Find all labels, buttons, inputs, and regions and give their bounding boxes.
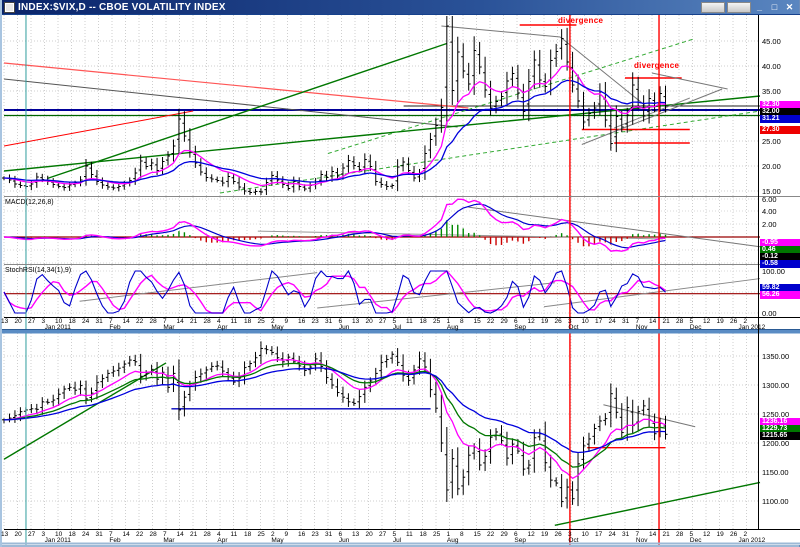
titlebar-mini-button-1[interactable] — [701, 1, 725, 13]
vix-ma-9 — [3, 65, 666, 187]
vix-trendline — [46, 42, 448, 180]
pane-splitter-band — [2, 330, 800, 334]
chart-window-icon — [4, 1, 15, 13]
macd-line — [3, 198, 666, 252]
window-title: INDEX:$VIX,D -- CBOE VOLATILITY INDEX — [18, 1, 226, 13]
spx-ma-28 — [3, 367, 666, 454]
close-icon[interactable]: ✕ — [785, 2, 794, 12]
stochrsi-k-line — [3, 269, 666, 314]
macd-trendline — [468, 206, 761, 248]
spx-ma-9 — [3, 358, 666, 480]
vix-trendline — [651, 72, 728, 90]
vix-trendline — [3, 95, 761, 172]
vix-trendline — [559, 36, 653, 112]
vix-trendline — [3, 62, 469, 109]
vix-trendline — [581, 88, 723, 145]
spx-trendline — [554, 481, 761, 527]
chart-area[interactable]: MACD(12,26,8) StochRSI(14,34(1),9) diver… — [1, 14, 800, 545]
spx-ma-16 — [3, 362, 666, 468]
vix-trendline — [441, 25, 561, 38]
vix-trendline — [3, 78, 458, 128]
titlebar-mini-button-2[interactable] — [727, 1, 751, 13]
vix-ma-20 — [3, 79, 666, 184]
stoch-trendline — [79, 272, 318, 302]
stochrsi-d-line — [3, 270, 666, 314]
chart-canvas — [2, 14, 800, 545]
stoch-trendline — [317, 282, 555, 309]
macd-signal-line — [3, 203, 666, 249]
vix-trendline — [327, 38, 696, 154]
stoch-trendline — [543, 278, 761, 308]
minimize-icon[interactable]: _ — [756, 2, 762, 12]
title-bar[interactable]: INDEX:$VIX,D -- CBOE VOLATILITY INDEX _ … — [2, 0, 799, 14]
vix-trendline — [219, 110, 761, 194]
macd-trendline — [257, 230, 663, 240]
maximize-icon[interactable]: □ — [771, 2, 778, 12]
vix-trendline — [3, 110, 194, 147]
